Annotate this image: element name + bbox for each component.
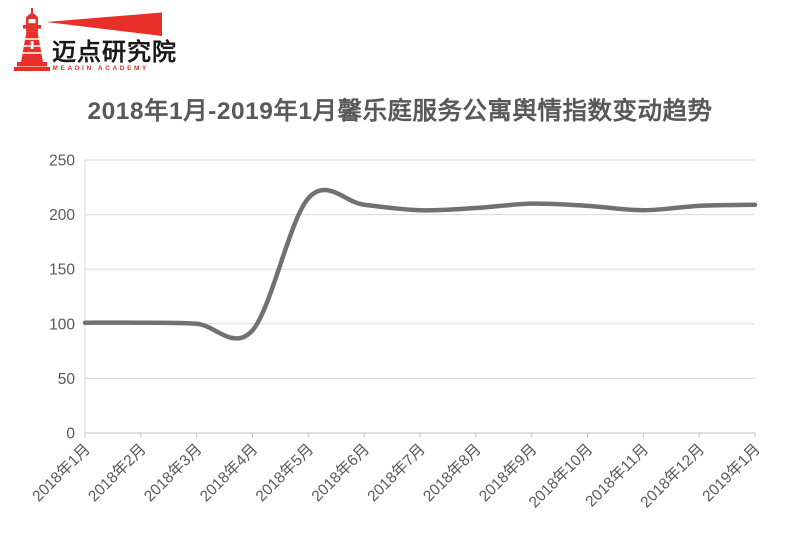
x-axis-label: 2018年5月	[252, 440, 317, 505]
y-axis-label: 100	[49, 316, 75, 333]
series-line	[82, 187, 758, 341]
brand-caption: MEADIN ACADEMY	[53, 65, 149, 72]
x-axis-label: 2018年7月	[364, 440, 429, 505]
lighthouse-icon	[14, 8, 50, 71]
y-axis-label: 50	[58, 371, 76, 388]
light-beam-icon	[46, 12, 162, 36]
x-axis-label: 2018年2月	[85, 440, 150, 505]
x-axis-label: 2018年3月	[140, 440, 205, 505]
x-axis-label: 2018年4月	[196, 440, 261, 505]
brand-name: 迈点研究院	[52, 38, 177, 66]
y-axis-label: 250	[49, 153, 75, 170]
y-axis-label: 200	[49, 207, 75, 224]
meadin-logo: 迈点研究院 MEADIN ACADEMY	[14, 8, 177, 72]
x-axis-label: 2018年6月	[308, 440, 373, 505]
chart-title: 2018年1月-2019年1月馨乐庭服务公寓舆情指数变动趋势	[87, 98, 713, 125]
x-axis-label: 2019年1月	[699, 440, 764, 505]
x-axis-label: 2018年8月	[420, 440, 485, 505]
y-axis-label: 150	[49, 262, 75, 279]
y-axis-label: 0	[66, 426, 75, 443]
x-axis-label: 2018年1月	[29, 440, 94, 505]
